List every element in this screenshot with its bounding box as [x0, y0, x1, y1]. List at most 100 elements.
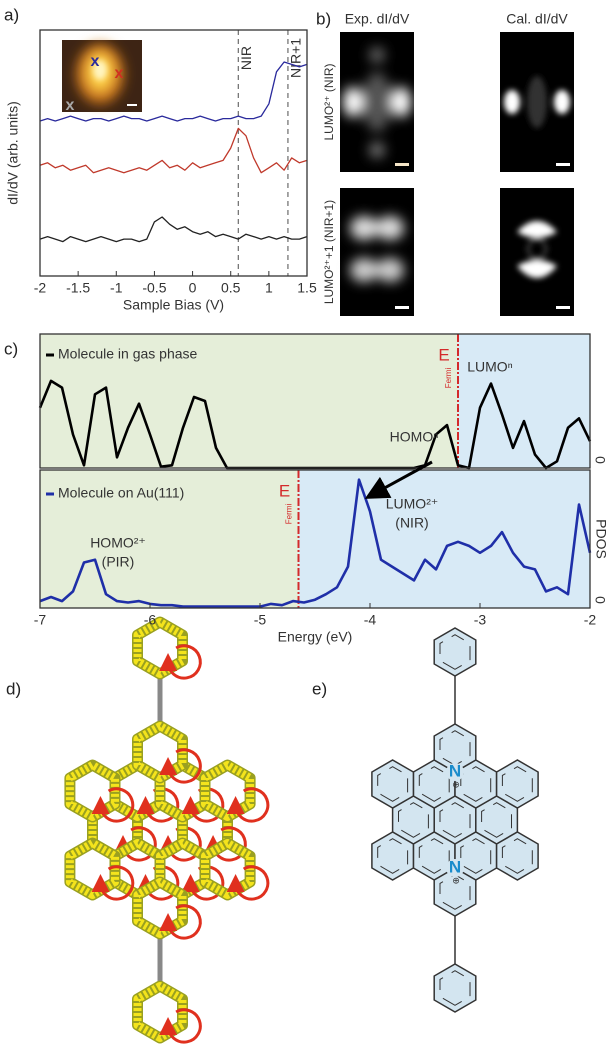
occupied-region: [40, 334, 458, 468]
legend-label: Molecule on Au(111): [58, 485, 184, 501]
annotation: LUMO²⁺: [386, 496, 439, 512]
ring-inner: [501, 838, 533, 874]
data-line: [39, 61, 308, 122]
x-tick-label: 0.5: [221, 280, 241, 296]
data-line: [39, 216, 308, 243]
ring-inner: [398, 802, 429, 838]
didv-maps: [340, 32, 574, 316]
ring-inner: [439, 970, 471, 1006]
x-tick-label: 0: [189, 280, 197, 296]
x-tick-label: -2: [584, 612, 597, 628]
ring: [433, 723, 477, 773]
structure-formula: N⊕N⊕: [371, 627, 539, 1013]
unoccupied-region: [298, 470, 590, 608]
transfer-arrow: [364, 460, 433, 499]
x-tick-label: -0.5: [142, 280, 166, 296]
annotation: LUMOⁿ: [467, 359, 513, 375]
panel-label: b): [316, 9, 331, 28]
fermi-subscript: Fermi: [444, 368, 453, 389]
ring: [371, 759, 415, 809]
y2-tick-label: 0: [592, 596, 608, 604]
current-arrow: [226, 787, 270, 823]
current-arrow: [159, 1008, 202, 1044]
ring-inner: [439, 802, 471, 838]
legend-label: Molecule in gas phase: [58, 346, 198, 362]
panel-label: a): [4, 5, 19, 24]
x-axis-title: Energy (eV): [278, 629, 353, 645]
data-line: [39, 127, 308, 174]
ring-inner: [481, 802, 512, 838]
current-arrow: [91, 787, 135, 823]
y2-axis-title: PDOS: [593, 519, 608, 559]
panel-label: e): [312, 679, 327, 698]
charge-label: ⊕: [452, 779, 460, 789]
x-tick-label: -1.5: [66, 280, 90, 296]
atom-label: N: [449, 761, 461, 780]
ring: [433, 627, 477, 677]
inset-mark: x: [91, 53, 100, 70]
stm-inset: [62, 40, 142, 112]
x-tick-label: -3: [474, 612, 487, 628]
column-label: Exp. dI/dV: [345, 11, 410, 27]
annotation: HOMO²⁺: [90, 535, 146, 551]
x-tick-label: -1: [110, 280, 123, 296]
current-arrow: [91, 865, 135, 901]
ring-inner: [460, 766, 492, 802]
atom-bg: [446, 763, 464, 781]
current-arrow: [226, 865, 270, 901]
ring-inner: [418, 838, 450, 874]
ring-current-molecule: [64, 616, 270, 1044]
ring: [495, 759, 539, 809]
x-axis-title: Sample Bias (V): [123, 297, 224, 313]
annotation: HOMOⁿ: [390, 429, 439, 445]
current-arrow: [159, 644, 202, 680]
panel-label: d): [6, 679, 21, 698]
fermi-label: E: [438, 345, 449, 364]
column-label: Cal. dI/dV: [506, 11, 568, 27]
annotation: (NIR): [395, 515, 428, 531]
current-arrow: [159, 904, 202, 940]
ring-inner: [501, 766, 533, 802]
ring: [371, 831, 415, 881]
unoccupied-region: [458, 334, 590, 468]
x-tick-label: 1: [265, 280, 273, 296]
current-arrow: [159, 748, 202, 784]
plot-frame: [39, 333, 591, 469]
atom-bg: [446, 859, 464, 877]
charge-label: ⊕: [452, 875, 460, 885]
occupied-region: [40, 470, 299, 608]
ring-current: [201, 839, 255, 899]
panel-label: c): [4, 339, 18, 358]
ring-inner: [418, 766, 450, 802]
ring-inner: [439, 730, 471, 766]
row-label: LUMO²⁺ (NIR): [322, 64, 336, 141]
ring: [433, 963, 477, 1013]
reference-label: NIR: [238, 46, 254, 70]
row-label: LUMO²⁺+1 (NIR+1): [322, 200, 336, 304]
plot-frame: [39, 29, 308, 277]
ring-current: [133, 982, 187, 1042]
annotation: (PIR): [102, 554, 135, 570]
inset-mark: x: [115, 65, 124, 82]
x-tick-label: -4: [364, 612, 377, 628]
ring-current: [133, 618, 187, 678]
fermi-label: E: [279, 481, 290, 500]
ring-inner: [377, 838, 409, 874]
ring-inner: [377, 766, 409, 802]
fermi-subscript: Fermi: [285, 504, 294, 525]
ring-current: [201, 761, 255, 821]
ring-inner: [439, 634, 471, 670]
data-line: [39, 478, 592, 608]
x-tick-label: -7: [34, 612, 47, 628]
reference-label: NIR+1: [288, 38, 304, 78]
inset-mark: x: [66, 97, 75, 114]
ring: [495, 831, 539, 881]
plot-frame: [39, 469, 591, 609]
x-tick-label: -2: [34, 280, 47, 296]
y-axis-title: dI/dV (arb. units): [5, 101, 21, 205]
ring-current: [133, 722, 187, 782]
x-tick-label: -6: [144, 612, 157, 628]
atom-label: N: [449, 857, 461, 876]
